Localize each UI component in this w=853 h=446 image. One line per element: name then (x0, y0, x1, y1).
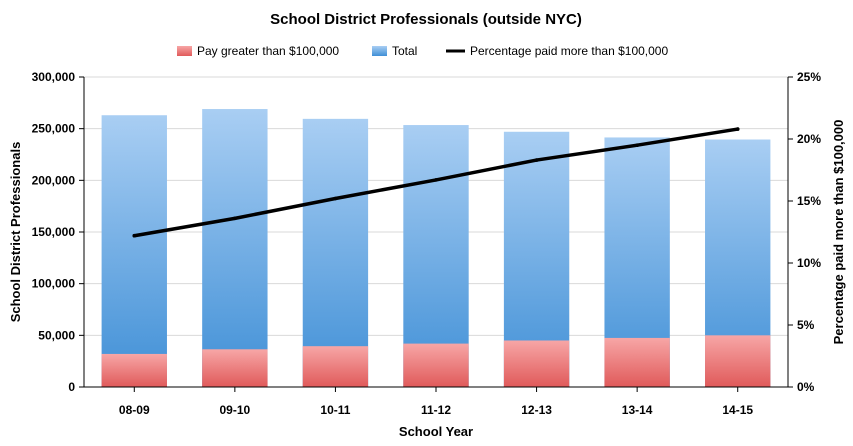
bar-total (202, 109, 268, 388)
x-tick-label: 14-15 (722, 403, 753, 417)
bar-pay-over-100k (302, 346, 369, 387)
legend-label-total: Total (392, 44, 417, 58)
bar-pay-over-100k (503, 340, 570, 387)
y2-tick-label: 15% (797, 194, 821, 208)
y-tick-label: 200,000 (32, 173, 76, 187)
bar-pay-over-100k (403, 343, 469, 387)
line-point (333, 196, 338, 201)
legend-swatch-pay (177, 46, 192, 56)
y2-axis-title: Percentage paid more than $100,000 (831, 120, 846, 345)
bar-pay-over-100k (101, 353, 167, 387)
x-tick-label: 08-09 (119, 403, 150, 417)
y-tick-label: 100,000 (32, 277, 76, 291)
legend-swatch-total (372, 46, 387, 56)
y2-tick-label: 20% (797, 132, 821, 146)
bars (101, 109, 771, 388)
bar-total (302, 118, 369, 387)
y-tick-label: 250,000 (32, 122, 76, 136)
line-point (735, 127, 740, 131)
axes: 0 50,000 100,000 150,000 200,000 250,000 300,0… (32, 70, 822, 417)
x-axis-title: School Year (399, 424, 473, 439)
x-tick-label: 11-12 (421, 403, 451, 417)
y2-tick-label: 25% (797, 70, 821, 84)
legend-label-percentage: Percentage paid more than $100,000 (470, 44, 668, 58)
bar-total (403, 125, 469, 388)
chart-title: School District Professionals (outside N… (270, 11, 582, 28)
line-point (635, 143, 639, 147)
y-axis-title: School District Professionals (8, 142, 23, 323)
x-tick-label: 12-13 (521, 403, 552, 417)
legend: Pay greater than $100,000 Total Percentage… (177, 44, 668, 58)
bar-pay-over-100k (705, 335, 771, 387)
line-point (434, 178, 438, 182)
x-tick-label: 13-14 (622, 403, 653, 417)
y2-tick-label: 0% (797, 380, 815, 394)
bar-pay-over-100k (604, 337, 670, 387)
line-layer (132, 127, 740, 238)
y-tick-label: 50,000 (38, 328, 75, 342)
x-tick-label: 10-11 (320, 403, 350, 417)
y2-tick-label: 10% (797, 256, 821, 270)
y-tick-label: 150,000 (32, 225, 76, 239)
x-tick-label: 09-10 (220, 403, 251, 417)
line-point (132, 233, 137, 238)
bar-total (101, 115, 167, 387)
y-tick-label: 300,000 (32, 70, 76, 84)
line-point (233, 216, 237, 221)
legend-label-pay: Pay greater than $100,000 (197, 44, 339, 58)
line-point (534, 158, 539, 162)
y2-tick-label: 5% (797, 318, 815, 332)
y-tick-label: 0 (68, 380, 75, 394)
bar-pay-over-100k (202, 349, 268, 387)
